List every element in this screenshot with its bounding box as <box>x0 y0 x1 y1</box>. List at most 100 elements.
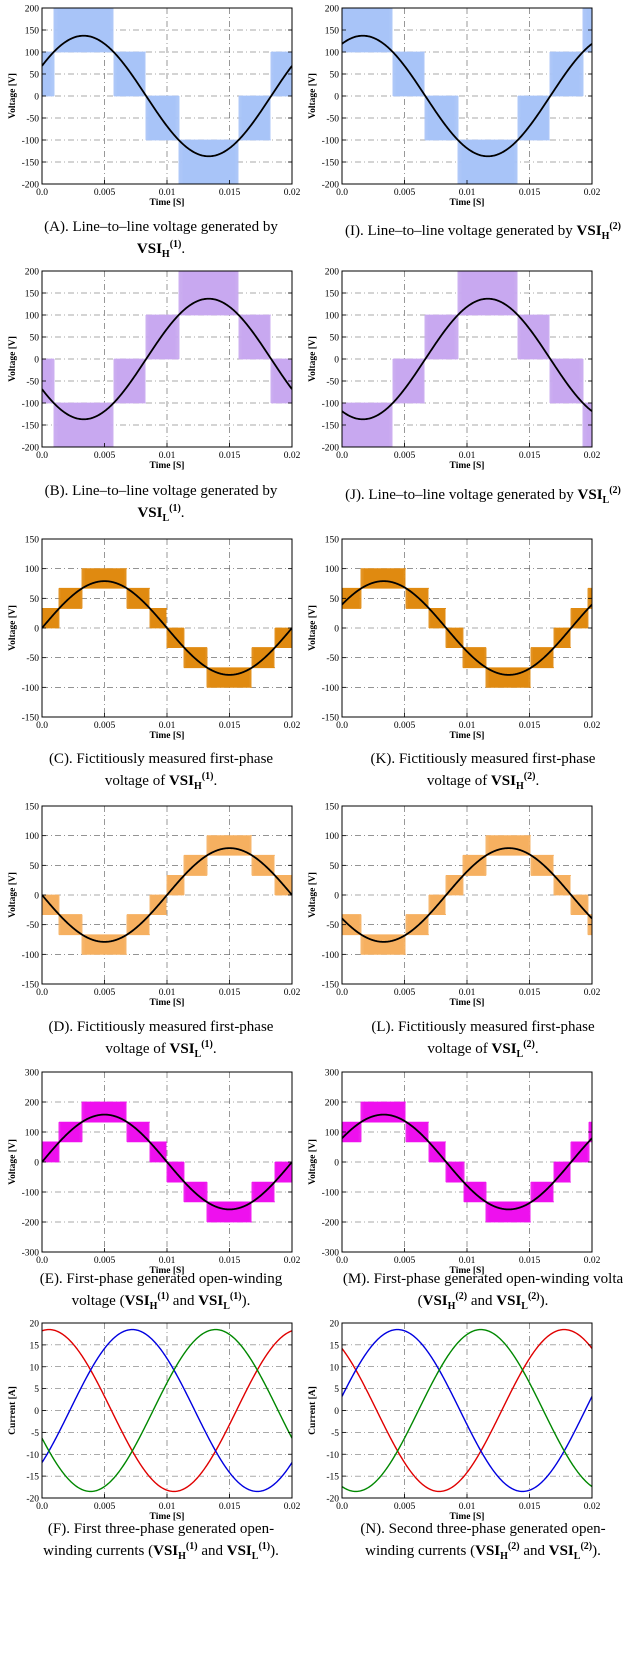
caption-text-2: voltage of <box>104 773 169 789</box>
x-tick-label: 0.01 <box>159 188 176 198</box>
y-axis-label: Voltage [V] <box>308 872 318 918</box>
y-tick-label: -100 <box>322 400 340 410</box>
x-tick-label: 0.005 <box>94 721 116 731</box>
y-tick-label: 0 <box>334 1407 339 1417</box>
y-tick-label: -150 <box>322 159 340 169</box>
caption-J: (J). Line–to–line voltage generated by V… <box>322 482 644 510</box>
x-tick-label: 0.005 <box>394 1256 416 1266</box>
y-tick-label: 150 <box>25 803 40 813</box>
caption-end: . <box>213 773 218 789</box>
x-tick-label: 0.01 <box>159 451 176 461</box>
x-tick-label: 0.015 <box>519 721 541 731</box>
y-tick-label: -50 <box>26 921 39 931</box>
caption-sup-2: (1) <box>258 1541 271 1552</box>
y-tick-label: -10 <box>326 1451 339 1461</box>
y-tick-label: -200 <box>322 444 340 454</box>
y-tick-label: 20 <box>330 1320 340 1330</box>
x-tick-label: 0.005 <box>94 188 116 198</box>
x-tick-label: 0.01 <box>159 721 176 731</box>
y-tick-label: -150 <box>22 981 40 991</box>
y-tick-label: -100 <box>22 684 40 694</box>
caption-vsi: VSI <box>577 487 603 503</box>
caption-text-2: voltage of <box>427 1041 492 1057</box>
x-tick-label: 0.0 <box>336 188 348 198</box>
caption-sup: (2) <box>455 1291 468 1302</box>
y-tick-label: -5 <box>331 1429 339 1439</box>
y-tick-label: -100 <box>22 400 40 410</box>
pwm-waveform <box>42 8 292 184</box>
chart-panel-B: -200 -150 -100 -50 0 50 100 150 200 0.0 0.005 0.01 0… <box>8 268 301 472</box>
y-tick-label: 15 <box>330 1341 340 1351</box>
caption-sub: H <box>178 1551 186 1562</box>
y-tick-label: -150 <box>322 714 340 724</box>
caption-sup: (1) <box>201 771 214 782</box>
caption-sub: L <box>516 1049 524 1060</box>
y-tick-label: 0 <box>34 1159 39 1169</box>
x-tick-label: 0.02 <box>584 721 601 731</box>
chart-panel-L: -150 -100 -50 0 50 100 150 0.0 0.005 0.01 0.015 0.0… <box>308 803 601 1009</box>
caption-sup: (1) <box>185 1541 198 1552</box>
y-tick-label: 100 <box>25 565 40 575</box>
x-axis-label: Time [S] <box>450 198 485 208</box>
y-tick-label: 10 <box>330 1363 340 1373</box>
x-axis-label: Time [S] <box>150 198 185 208</box>
y-tick-label: 50 <box>30 595 40 605</box>
x-tick-label: 0.015 <box>519 1256 541 1266</box>
chart-panel-N: -20 -15 -10 -5 0 5 10 15 20 0.0 0.005 0.01 0.015 0.02… <box>308 1320 601 1523</box>
caption-E: (E). First-phase generated open-winding v… <box>0 1270 322 1316</box>
y-tick-label: 100 <box>325 312 340 322</box>
y-tick-label: 50 <box>30 862 40 872</box>
caption-sup-2: (1) <box>229 1291 242 1302</box>
y-tick-label: -200 <box>322 181 340 191</box>
x-tick-label: 0.01 <box>159 1256 176 1266</box>
caption-vsi: VSI <box>491 1041 517 1057</box>
x-tick-label: 0.005 <box>94 1256 116 1266</box>
y-tick-label: 150 <box>25 290 40 300</box>
x-tick-label: 0.005 <box>94 1502 116 1512</box>
grid <box>42 1323 292 1498</box>
caption-K: (K). Fictitiously measured first-phase vo… <box>322 750 644 796</box>
y-tick-label: 0 <box>34 356 39 366</box>
x-tick-label: 0.015 <box>519 988 541 998</box>
y-tick-label: 0 <box>334 1159 339 1169</box>
series-line-1 <box>42 297 292 421</box>
x-tick-label: 0.015 <box>219 721 241 731</box>
y-tick-label: -50 <box>326 654 339 664</box>
y-tick-label: 50 <box>30 334 40 344</box>
x-tick-label: 0.0 <box>336 988 348 998</box>
y-tick-label: 5 <box>334 1385 339 1395</box>
y-tick-label: -150 <box>322 422 340 432</box>
caption-text: (D). Fictitiously measured first-phase <box>48 1019 274 1035</box>
y-tick-label: 0 <box>334 93 339 103</box>
series-line-1 <box>42 580 292 676</box>
series-line-1 <box>42 1113 292 1211</box>
caption-text: (L). Fictitiously measured first-phase <box>371 1019 595 1035</box>
caption-D: (D). Fictitiously measured first-phase vo… <box>0 1018 322 1064</box>
x-tick-label: 0.0 <box>36 1256 48 1266</box>
caption-text: (E). First-phase generated open-winding <box>39 1271 283 1287</box>
y-tick-label: -10 <box>26 1451 39 1461</box>
series-line-1 <box>342 1113 592 1211</box>
x-tick-label: 0.01 <box>459 451 476 461</box>
caption-B: (B). Line–to–line voltage generated by VS… <box>0 482 322 528</box>
y-tick-label: -100 <box>22 1189 40 1199</box>
y-tick-label: 0 <box>34 1407 39 1417</box>
y-tick-label: 150 <box>325 803 340 813</box>
pwm-levels <box>342 271 592 447</box>
y-tick-label: -200 <box>322 1219 340 1229</box>
x-tick-label: 0.0 <box>336 1502 348 1512</box>
caption-sup: (2) <box>609 221 622 232</box>
y-tick-label: 100 <box>25 832 40 842</box>
x-tick-label: 0.02 <box>284 721 301 731</box>
x-tick-label: 0.005 <box>394 451 416 461</box>
caption-text: (I). Line–to–line voltage generated by <box>344 223 577 239</box>
series-line-1 <box>342 580 592 676</box>
grid <box>342 1323 592 1498</box>
caption-vsi: VSI <box>137 505 163 521</box>
series-line-3 <box>42 1328 292 1493</box>
caption-sub: L <box>162 513 170 524</box>
y-tick-label: -100 <box>322 137 340 147</box>
x-axis-label: Time [S] <box>150 461 185 471</box>
y-tick-label: 20 <box>30 1320 40 1330</box>
x-axis-label: Time [S] <box>450 731 485 741</box>
